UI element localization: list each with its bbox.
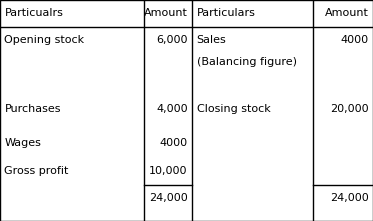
Text: (Balancing figure): (Balancing figure) bbox=[197, 57, 297, 67]
Text: Purchases: Purchases bbox=[4, 104, 61, 114]
Text: 20,000: 20,000 bbox=[330, 104, 369, 114]
Text: 6,000: 6,000 bbox=[156, 35, 188, 45]
Text: Closing stock: Closing stock bbox=[197, 104, 270, 114]
Text: 4000: 4000 bbox=[341, 35, 369, 45]
Text: Sales: Sales bbox=[197, 35, 226, 45]
Text: 4,000: 4,000 bbox=[156, 104, 188, 114]
Text: Opening stock: Opening stock bbox=[4, 35, 85, 45]
Text: Wages: Wages bbox=[4, 138, 41, 148]
Text: 24,000: 24,000 bbox=[330, 193, 369, 203]
Text: 10,000: 10,000 bbox=[149, 166, 188, 176]
Text: Amount: Amount bbox=[144, 8, 188, 18]
Text: 24,000: 24,000 bbox=[149, 193, 188, 203]
Text: Gross profit: Gross profit bbox=[4, 166, 69, 176]
Text: Amount: Amount bbox=[325, 8, 369, 18]
Text: Particulars: Particulars bbox=[197, 8, 256, 18]
Text: 4000: 4000 bbox=[160, 138, 188, 148]
Text: Particualrs: Particualrs bbox=[4, 8, 63, 18]
